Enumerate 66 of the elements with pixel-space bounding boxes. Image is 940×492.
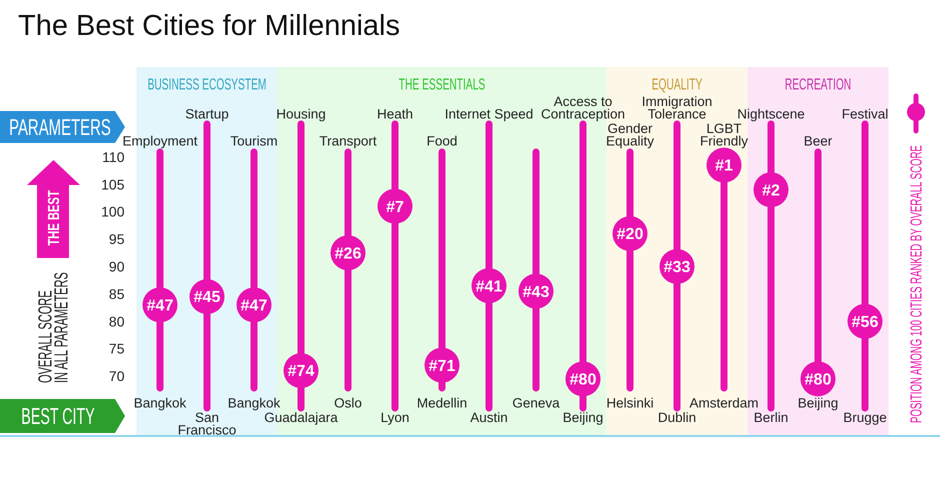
- x-tick-label: Internet Speed: [444, 106, 534, 122]
- annotation: #33: [664, 259, 690, 276]
- text: Austin: [470, 410, 508, 426]
- x-tick-label: Food: [426, 134, 458, 149]
- text: Brugge: [843, 410, 887, 426]
- y-tick-label: 110: [102, 148, 125, 165]
- text: Lyon: [380, 410, 410, 426]
- y-tick-label: 85: [108, 286, 125, 302]
- annotation: Bangkok: [228, 396, 281, 411]
- band-label: EQUALITY: [652, 75, 702, 94]
- y-tick-label: 90: [108, 258, 125, 274]
- x-tick-label: Festival: [842, 106, 888, 122]
- x-tick-label: Housing: [276, 106, 326, 122]
- annotation: Bangkok: [134, 396, 187, 411]
- band-label: BUSINESS ECOSYSTEM: [148, 75, 266, 94]
- annotation: Oslo: [334, 396, 362, 411]
- x-tick-label: Access to Contraception: [540, 94, 626, 122]
- annotation: #41: [476, 278, 502, 296]
- x-tick-label: Heath: [376, 106, 414, 122]
- x-tick-label: Gender Equality: [606, 121, 654, 149]
- annotation: #43: [522, 284, 550, 301]
- x-tick-label: Beer: [804, 134, 833, 149]
- annotation: #45: [194, 289, 220, 306]
- annotation: #71: [428, 358, 456, 375]
- annotation: #80: [804, 371, 832, 388]
- y-tick-label: 70: [108, 368, 125, 384]
- text: Berlin: [754, 410, 788, 426]
- annotation: #80: [570, 371, 596, 388]
- annotation: #1: [715, 158, 733, 175]
- annotation: #47: [240, 297, 268, 314]
- x-tick-label: Employment: [122, 134, 198, 149]
- y-tick-label: 80: [108, 313, 125, 330]
- annotation: Amsterdam: [689, 396, 759, 411]
- y-tick-label: 105: [101, 176, 125, 192]
- x-tick-label: Startup: [185, 106, 229, 122]
- annotation: #26: [334, 245, 362, 262]
- text: Dublin: [658, 410, 696, 426]
- annotation: Beijing: [798, 396, 838, 411]
- text: PARAMETERS: [9, 114, 111, 141]
- annotation: #2: [762, 182, 780, 200]
- band-label: RECREATION: [784, 75, 852, 94]
- annotation: Helsinki: [606, 396, 654, 411]
- text: THE BEST: [44, 190, 63, 246]
- x-tick-label: Immigration Tolerance: [642, 94, 712, 122]
- annotation: #20: [616, 226, 644, 244]
- annotation: #7: [386, 198, 404, 216]
- x-tick-label: LGBT Friendly: [700, 121, 748, 149]
- text: San Francisco: [178, 410, 236, 438]
- x-tick-label: Tourism: [230, 134, 278, 149]
- annotation: Medellin: [416, 396, 468, 411]
- annotation: #47: [146, 297, 174, 314]
- x-tick-label: Transport: [319, 134, 377, 149]
- y-axis-title: OVERALL SCORE IN ALL PARAMETERS: [36, 272, 73, 383]
- y-tick-label: 100: [101, 204, 125, 220]
- y-tick-label: 95: [108, 231, 125, 248]
- annotation: Geneva: [512, 396, 560, 411]
- annotation: #56: [852, 314, 878, 331]
- x-tick-label: Nightscene: [737, 106, 805, 122]
- text: BEST CITY: [21, 404, 95, 430]
- text: Beijing: [562, 410, 604, 426]
- text: POSITION AMONG 100 CITIES RANKED BY OVERALL SCORE: [907, 145, 926, 423]
- text: Guadalajara: [264, 410, 338, 426]
- chart-title: The Best Cities for Millennials: [18, 10, 400, 42]
- band-label: THE ESSENTIALS: [398, 75, 486, 94]
- y-tick-label: 75: [108, 340, 125, 357]
- annotation: #74: [288, 363, 314, 380]
